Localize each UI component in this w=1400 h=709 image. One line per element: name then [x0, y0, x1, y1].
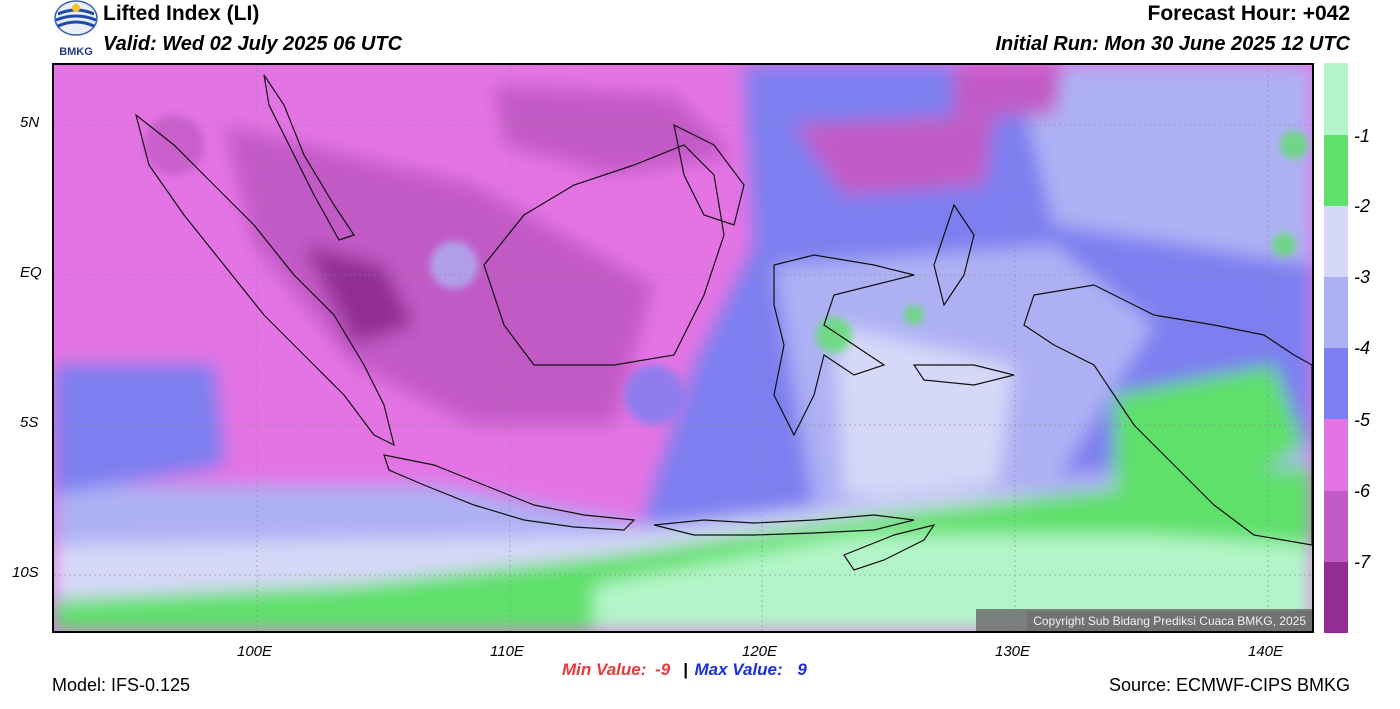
valid-time: Valid: Wed 02 July 2025 06 UTC — [103, 33, 403, 55]
min-value: -9 — [655, 660, 671, 679]
legend-label-4: -4 — [1354, 338, 1371, 358]
min-value-label: Min Value: — [562, 660, 647, 679]
legend-colorbar — [1324, 63, 1348, 633]
forecast-hour: Forecast Hour: +042 — [1147, 2, 1351, 25]
lon-label-100e: 100E — [237, 643, 273, 660]
coast-new-guinea — [1023, 284, 1312, 546]
coast-borneo — [483, 144, 725, 366]
coast-seram — [912, 364, 1015, 386]
max-value: 9 — [797, 660, 807, 679]
legend-swatch — [1324, 491, 1348, 562]
legend-label-5: -5 — [1354, 410, 1371, 430]
lat-label-5s: 5S — [20, 414, 39, 431]
logo-text: BMKG — [59, 46, 93, 58]
legend-label-1: -1 — [1354, 126, 1371, 146]
coastlines — [134, 74, 1312, 571]
min-max-separator: | — [682, 660, 688, 679]
legend-label-6: -6 — [1354, 481, 1371, 501]
lon-label-130e: 130E — [995, 643, 1031, 660]
coast-halmahera — [933, 203, 975, 307]
model-label: Model: IFS-0.125 — [52, 675, 191, 695]
min-max-row: Min Value: -9 | Max Value: 9 — [562, 660, 807, 680]
coast-sulawesi — [773, 254, 915, 437]
map-title: Lifted Index (LI) — [103, 2, 260, 25]
coast-timor — [843, 524, 936, 571]
legend-swatch — [1324, 277, 1348, 348]
lon-label-110e: 110E — [490, 643, 524, 660]
legend-swatch — [1324, 135, 1348, 206]
lon-label-120e: 120E — [742, 643, 778, 660]
legend-label-3: -3 — [1354, 267, 1371, 287]
lat-label-5n: 5N — [20, 114, 40, 131]
lat-label-10s: 10S — [12, 564, 39, 581]
coast-malay-peninsula — [263, 74, 355, 241]
coast-java — [383, 454, 636, 531]
lat-label-eq: EQ — [20, 264, 42, 281]
max-value-label: Max Value: — [694, 660, 783, 679]
bmkg-logo: BMKG — [52, 0, 100, 60]
source-label: Source: ECMWF-CIPS BMKG — [1108, 675, 1350, 695]
legend-label-2: -2 — [1354, 196, 1371, 216]
initial-run: Initial Run: Mon 30 June 2025 12 UTC — [995, 33, 1350, 55]
legend-swatch — [1324, 562, 1348, 633]
graticule — [54, 65, 1312, 631]
li-field-shading — [54, 65, 1312, 631]
copyright-text: Copyright Sub Bidang Prediksi Cuaca BMKG… — [1027, 611, 1312, 631]
coast-mindanao — [673, 123, 745, 226]
legend-swatch — [1324, 419, 1348, 491]
legend-swatch — [1324, 206, 1348, 277]
lon-label-140e: 140E — [1248, 643, 1284, 660]
coast-sumatra — [134, 113, 395, 447]
legend-label-7: -7 — [1354, 552, 1371, 572]
map-canvas — [54, 65, 1312, 631]
legend-swatch — [1324, 63, 1348, 135]
coast-lesser-sunda — [653, 514, 915, 536]
legend-swatch — [1324, 348, 1348, 419]
lifted-index-map: Copyright Sub Bidang Prediksi Cuaca BMKG… — [52, 63, 1314, 633]
bmkg-logo-icon — [54, 0, 98, 36]
